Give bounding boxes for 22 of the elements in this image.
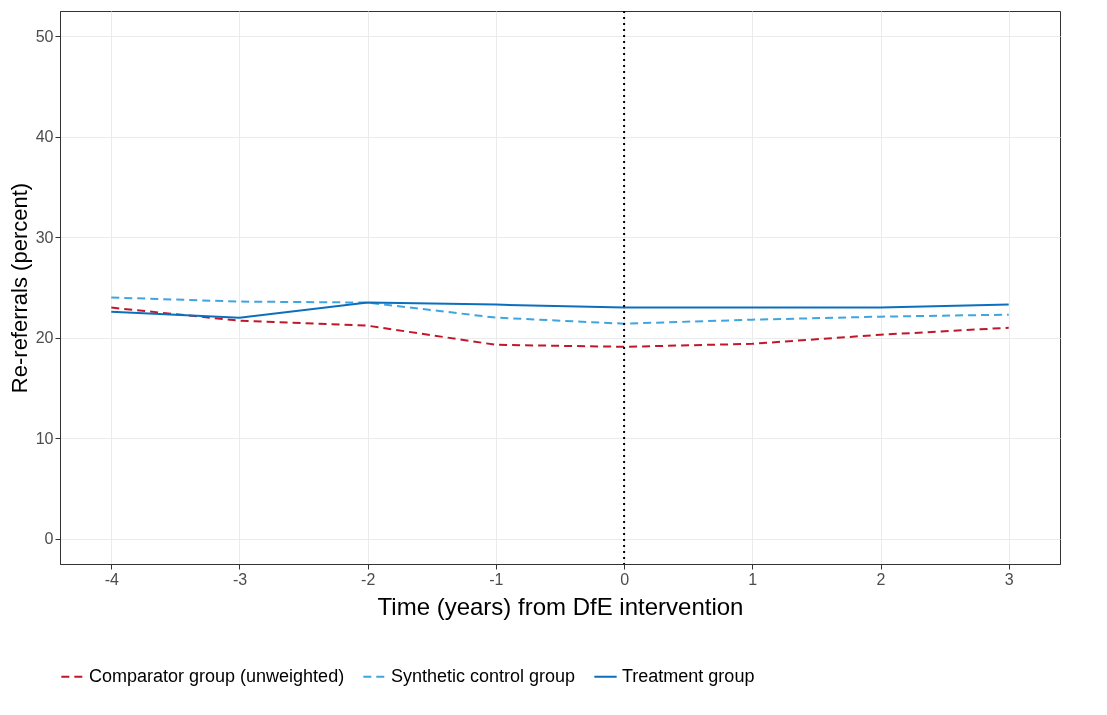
y-tick-label: 40 [35, 128, 54, 146]
y-tick-label: 30 [35, 228, 54, 246]
y-tick-label: 20 [35, 329, 54, 347]
x-tick-label: 0 [620, 570, 630, 588]
x-tick-label: -4 [104, 570, 119, 588]
y-tick-label: 50 [35, 27, 54, 45]
y-tick-label: 0 [44, 530, 54, 548]
legend-label: Treatment group [622, 665, 755, 686]
line-series [110, 301, 1010, 319]
x-tick-label: -1 [489, 570, 504, 588]
y-tick-label: 10 [35, 429, 54, 447]
line-series [110, 306, 1010, 348]
x-axis-title: Time (years) from DfE intervention [377, 592, 744, 620]
x-tick-label: -2 [361, 570, 376, 588]
x-tick-label: 1 [748, 570, 758, 588]
x-tick-label: -3 [232, 570, 248, 588]
y-axis-title: Re-referrals (percent) [6, 182, 32, 394]
line-series [110, 296, 1010, 325]
x-tick-label: 3 [1004, 570, 1014, 588]
legend-label: Synthetic control group [391, 665, 576, 686]
legend-label: Comparator group (unweighted) [89, 665, 345, 686]
x-tick-label: 2 [876, 570, 886, 588]
